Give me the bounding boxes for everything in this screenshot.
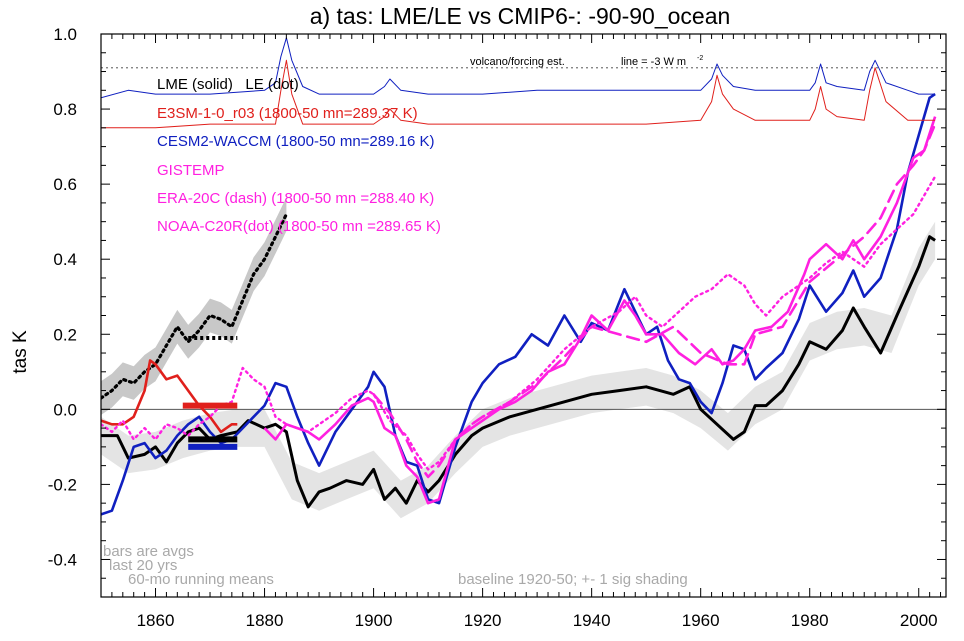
x-tick-label: 2000 — [900, 611, 938, 630]
series-line-e3sm-1-0-r03 — [101, 359, 238, 434]
legend-entry: LME (solid) LE (dot) — [157, 76, 299, 93]
x-tick-label: 1940 — [573, 611, 611, 630]
series-line-le-dot- — [101, 212, 288, 400]
y-tick-label: -0.2 — [48, 475, 77, 494]
y-axis-label: tas K — [10, 330, 31, 374]
x-tick-label: 1880 — [246, 611, 284, 630]
line-label: line = -3 W m — [621, 56, 686, 68]
bars-note-2: last 20 yrs — [109, 557, 177, 574]
x-tick-label: 1980 — [791, 611, 829, 630]
y-tick-label: 0.8 — [53, 100, 77, 119]
legend-entry: E3SM-1-0_r03 (1800-50 mn=289.37 K) — [157, 105, 418, 122]
x-tick-label: 1960 — [682, 611, 720, 630]
bars-note-1: bars are avgs — [103, 543, 194, 560]
x-tick-label: 1920 — [464, 611, 502, 630]
series-line-noaa-c20r-dot- — [101, 175, 937, 471]
uncertainty-band-1 — [101, 197, 287, 415]
series-line-gistemp — [263, 116, 937, 505]
running-mean-note: 60-mo running means — [128, 571, 274, 588]
baseline-note: baseline 1920-50; +- 1 sig shading — [458, 571, 688, 588]
y-tick-label: 0.6 — [53, 175, 77, 194]
plot-area — [101, 37, 946, 519]
annotations: volcano/forcing est. line = -3 W m -2 bars … — [103, 55, 703, 588]
y-tick-label: 0.0 — [53, 400, 77, 419]
series-line-era-20c-dash- — [372, 122, 937, 479]
y-tick-label: 0.4 — [53, 250, 77, 269]
legend-entry: CESM2-WACCM (1800-50 mn=289.16 K) — [157, 133, 434, 150]
series-line-cesm2-waccm — [101, 93, 936, 516]
x-tick-label: 1860 — [137, 611, 175, 630]
line-label-superscript: -2 — [697, 55, 703, 62]
legend-entry: GISTEMP — [157, 162, 225, 179]
x-tick-label: 1900 — [355, 611, 393, 630]
volcano-label: volcano/forcing est. — [470, 56, 565, 68]
axes-frame: 1860 1880 1900 1920 1940 1960 1980 2000 -0.4 -0.2… — [48, 25, 947, 630]
uncertainty-band-0 — [101, 221, 936, 519]
y-tick-label: 0.2 — [53, 325, 77, 344]
y-tick-label: 1.0 — [53, 25, 77, 44]
series-line-e3sm-forcing-estimate — [101, 59, 936, 129]
legend-entry: ERA-20C (dash) (1800-50 mn =288.40 K) — [157, 190, 434, 207]
legend-entry: NOAA-C20R(dot) (1800-50 mn =289.65 K) — [157, 218, 441, 235]
legend: LME (solid) LE (dot) E3SM-1-0_r03 (1800-5… — [157, 76, 441, 235]
chart-title: a) tas: LME/LE vs CMIP6-: -90-90_ocean — [310, 3, 731, 29]
y-tick-label: -0.4 — [48, 550, 77, 569]
series-line-cesm2-forcing-estimate — [101, 37, 936, 99]
